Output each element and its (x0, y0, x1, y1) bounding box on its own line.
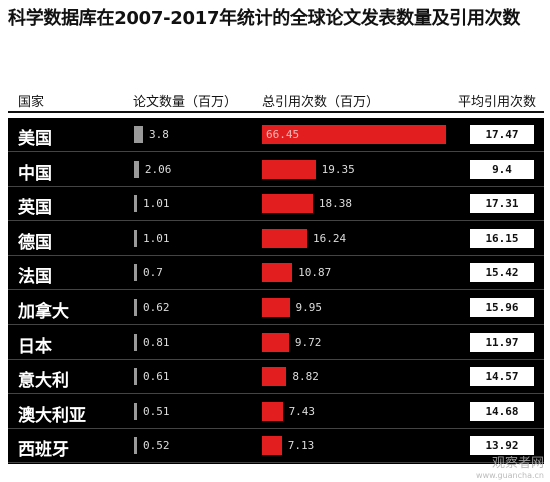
watermark: 观察者网 www.guancha.cn (476, 452, 544, 480)
table-row: 意大利 0.61 8.82 14.57 (8, 360, 544, 395)
table-row: 日本 0.81 9.72 11.97 (8, 326, 544, 360)
header-divider (8, 111, 544, 113)
country-label: 日本 (18, 336, 52, 357)
table-row: 加拿大 0.62 9.95 15.96 (8, 291, 544, 325)
country-label: 法国 (18, 267, 52, 288)
citations-bar (262, 298, 290, 317)
avg-citations-value: 9.4 (470, 159, 534, 179)
citations-bar (262, 228, 307, 248)
papers-bar (134, 333, 137, 351)
table-row: 法国 0.7 10.87 15.42 (8, 256, 544, 291)
avg-citations-value: 15.42 (470, 263, 534, 283)
country-label: 加拿大 (18, 302, 69, 322)
avg-citations-value: 13.92 (470, 436, 534, 456)
watermark-name: 观察者网 (491, 456, 544, 471)
country-label: 西班牙 (18, 440, 69, 461)
papers-value: 3.8 (149, 128, 169, 141)
country-label: 澳大利亚 (18, 405, 86, 426)
papers-bar (134, 437, 137, 455)
avg-citations-value: 17.47 (470, 125, 534, 144)
avg-citations-value: 14.57 (470, 367, 534, 387)
table-row: 英国 1.01 18.38 17.31 (8, 187, 544, 222)
country-label: 美国 (18, 129, 52, 149)
citations-bar (262, 436, 282, 456)
table-row: 美国 3.8 66.45 17.47 (8, 118, 544, 152)
citations-value: 19.35 (321, 162, 355, 176)
papers-value: 0.61 (143, 370, 170, 384)
citations-value: 7.43 (288, 404, 316, 418)
citations-value: 9.95 (295, 301, 323, 314)
citations-value: 10.87 (298, 266, 332, 280)
avg-citations-value: 16.15 (470, 228, 534, 248)
citations-value: 66.45 (266, 128, 300, 141)
papers-bar (134, 368, 137, 386)
header-country: 国家 (18, 95, 45, 110)
header-papers: 论文数量（百万） (133, 95, 238, 110)
table-row: 中国 2.06 19.35 9.4 (8, 153, 544, 187)
table-row: 澳大利亚 0.51 7.43 14.68 (8, 395, 544, 429)
avg-citations-value: 15.96 (470, 298, 534, 317)
data-table: 美国 3.8 66.45 17.47 中国 2.06 19.35 9.4 英国 1.01 18.38… (8, 118, 544, 464)
citations-bar (262, 194, 313, 214)
chart-title: 科学数据库在2007-2017年统计的全球论文发表数量及引用次数 (8, 8, 521, 29)
papers-value: 1.01 (143, 231, 170, 245)
citations-value: 9.72 (294, 335, 322, 349)
table-row: 德国 1.01 16.24 16.15 (8, 222, 544, 256)
country-label: 意大利 (18, 371, 69, 392)
country-label: 英国 (18, 198, 52, 219)
papers-bar (134, 264, 137, 282)
citations-bar (262, 401, 283, 421)
table-header: 国家 论文数量（百万） 总引用次数（百万） 平均引用次数 (0, 83, 550, 113)
citations-value: 16.24 (312, 231, 347, 245)
papers-bar (134, 195, 137, 213)
avg-citations-value: 17.31 (470, 194, 534, 214)
papers-bar (134, 160, 139, 178)
papers-value: 2.06 (144, 162, 172, 176)
papers-bar (134, 229, 137, 247)
citations-bar (262, 367, 287, 387)
papers-bar (134, 402, 137, 420)
country-label: 中国 (18, 163, 52, 184)
papers-value: 0.7 (143, 266, 163, 280)
header-avg-citations: 平均引用次数 (457, 95, 536, 110)
citations-value: 7.13 (287, 439, 315, 453)
watermark-url: www.guancha.cn (476, 471, 544, 480)
papers-value: 0.81 (143, 335, 170, 349)
citations-bar (262, 125, 446, 144)
table-row: 西班牙 0.52 7.13 13.92 (8, 429, 544, 464)
avg-citations-value: 11.97 (470, 332, 534, 352)
citations-bar (262, 332, 289, 352)
citations-bar (262, 263, 293, 283)
papers-value: 0.62 (143, 301, 170, 314)
avg-citations-value: 14.68 (470, 401, 534, 421)
citations-value: 8.82 (292, 370, 319, 384)
papers-bar (134, 126, 143, 143)
papers-value: 1.01 (143, 197, 170, 211)
papers-value: 0.51 (143, 404, 170, 418)
papers-bar (134, 299, 137, 316)
citations-bar (262, 159, 316, 179)
papers-value: 0.52 (143, 439, 170, 453)
citations-value: 18.38 (318, 197, 353, 211)
country-label: 德国 (18, 232, 52, 253)
header-citations: 总引用次数（百万） (262, 95, 380, 110)
